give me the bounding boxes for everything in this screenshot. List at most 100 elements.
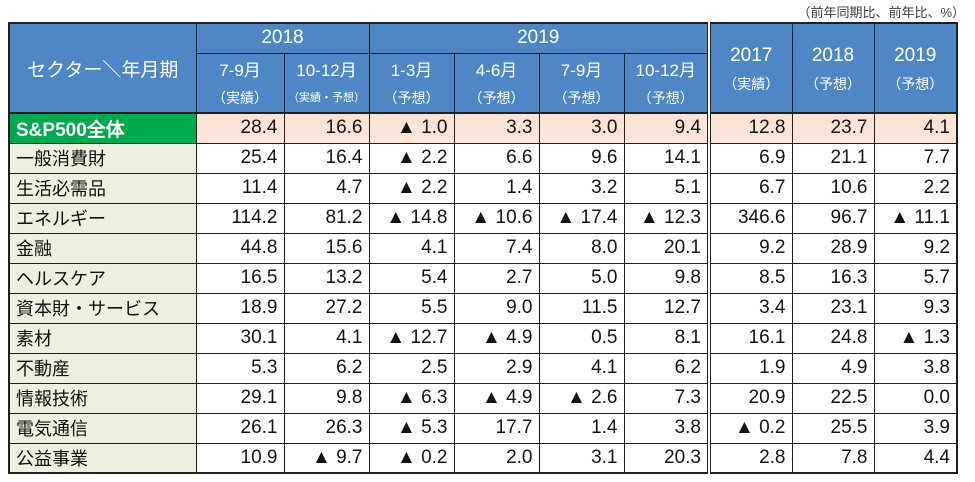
quarter-sub-label: （実績・予想） [288,91,365,104]
value-cell: 4.1 [873,112,958,144]
quarter-sub-label: （予想） [383,89,440,106]
value-cell: 81.2 [283,202,370,234]
value-cell: 3.9 [873,412,958,444]
table-row: S&P500全体 28.4 16.6 ▲ 1.0 3.3 3.0 9.4 12.8 23.7 4.… [8,112,958,144]
value-cell: 4.7 [283,172,370,204]
table-row: 一般消費財 25.4 16.4 ▲ 2.2 6.6 9.6 14.1 6.9 21.1 7.7 [8,142,958,174]
value-cell: 4.1 [368,232,455,264]
annual-sub-label: （実績） [723,76,780,92]
quarter-header-row: 7-9月 （実績） 10-12月 （実績・予想） 1-3月 （予想） 4-6月 （予想） 7-9… [9,52,957,114]
annual-year-label: 2018 [811,45,855,66]
value-cell: ▲ 2.2 [368,142,455,174]
value-cell: 9.2 [873,232,958,264]
value-cell: 9.3 [873,292,958,324]
value-cell: 5.7 [873,262,958,294]
value-cell: 1.9 [707,352,793,384]
table-row: エネルギー 114.2 81.2 ▲ 14.8 ▲ 10.6 ▲ 17.4 ▲ 12.3 34… [8,202,958,234]
value-cell: 2.0 [453,442,540,474]
quarter-col-header: 10-12月 （実績・予想） [283,52,370,114]
value-cell: 4.1 [283,322,370,354]
value-cell: ▲ 2.2 [368,172,455,204]
annual-year-label: 2017 [730,45,773,66]
value-cell: 2.5 [368,352,455,384]
value-cell: 6.7 [707,172,793,204]
quarter-label: 4-6月 [475,60,518,80]
value-cell: 5.1 [623,172,710,204]
quarter-label: 7-9月 [219,60,261,80]
table-row: 不動産 5.3 6.2 2.5 2.9 4.1 6.2 1.9 4.9 3.8 [8,352,958,384]
annual-col-2018: 2018 （予想） [791,22,875,114]
value-cell: 5.5 [368,292,455,324]
table-row: 電気通信 26.1 26.3 ▲ 5.3 17.7 1.4 3.8 ▲ 0.2 25.5 3.9 [8,412,958,444]
value-cell: 9.4 [623,112,710,144]
value-cell: 3.8 [623,412,710,444]
value-cell: 5.0 [538,262,625,294]
value-cell: 2.8 [707,442,793,474]
quarter-sub-label: （実績） [212,89,268,106]
value-cell: ▲ 1.0 [368,112,455,144]
value-cell: 11.5 [538,292,625,324]
table-row: ヘルスケア 16.5 13.2 5.4 2.7 5.0 9.8 8.5 16.3 5.7 [8,262,958,294]
value-cell: 7.8 [791,442,875,474]
quarter-sub-label: （予想） [553,89,610,106]
value-cell: 21.1 [791,142,875,174]
value-cell: 14.1 [623,142,710,174]
value-cell: 29.1 [195,382,285,414]
value-cell: 7.4 [453,232,540,264]
corner-header: セクター＼年月期 [8,22,197,114]
sector-label: 一般消費財 [8,142,197,174]
value-cell: 22.5 [791,382,875,414]
quarter-col-header: 7-9月 （予想） [538,52,625,114]
value-cell: 1.4 [453,172,540,204]
value-cell: 9.8 [283,382,370,414]
quarter-label: 7-9月 [560,60,603,80]
value-cell: 4.9 [791,352,875,384]
table-row: 公益事業 10.9 ▲ 9.7 ▲ 0.2 2.0 3.1 20.3 2.8 7.8 4.4 [8,442,958,474]
value-cell: ▲ 1.3 [873,322,958,354]
sector-earnings-table: セクター＼年月期 2018 2019 2017 （実績） 2018 （予想） 2… [8,22,958,474]
annual-sub-label: （予想） [887,76,944,92]
sector-label: 不動産 [8,352,197,384]
table-row: 情報技術 29.1 9.8 ▲ 6.3 ▲ 4.9 ▲ 2.6 7.3 20.9 22.5 0.0 [8,382,958,414]
value-cell: 9.2 [707,232,793,264]
value-cell: 0.0 [873,382,958,414]
year-group-2018: 2018 [195,22,370,54]
value-cell: ▲ 10.6 [453,202,540,234]
value-cell: 4.1 [538,352,625,384]
quarter-label: 10-12月 [296,60,357,80]
value-cell: 346.6 [707,202,793,234]
value-cell: 16.1 [707,322,793,354]
value-cell: 12.8 [707,112,793,144]
value-cell: 8.0 [538,232,625,264]
value-cell: 3.0 [538,112,625,144]
value-cell: 7.3 [623,382,710,414]
value-cell: ▲ 9.7 [283,442,370,474]
value-cell: 16.4 [283,142,370,174]
sector-label: ヘルスケア [8,262,197,294]
value-cell: 5.3 [195,352,285,384]
annual-col-2017: 2017 （実績） [707,22,793,114]
value-cell: 20.1 [623,232,710,264]
quarter-label: 10-12月 [635,60,696,80]
table-body: S&P500全体 28.4 16.6 ▲ 1.0 3.3 3.0 9.4 12.8 23.7 4.… [8,112,958,474]
value-cell: ▲ 2.6 [538,382,625,414]
value-cell: 13.2 [283,262,370,294]
value-cell: ▲ 4.9 [453,322,540,354]
value-cell: 24.8 [791,322,875,354]
table-row: 資本財・サービス 18.9 27.2 5.5 9.0 11.5 12.7 3.4 23.1 9.3 [8,292,958,324]
sector-label: 情報技術 [8,382,197,414]
value-cell: 23.7 [791,112,875,144]
value-cell: 2.9 [453,352,540,384]
value-cell: 26.3 [283,412,370,444]
value-cell: 27.2 [283,292,370,324]
sector-label: エネルギー [8,202,197,234]
sector-label: 電気通信 [8,412,197,444]
value-cell: 28.4 [195,112,285,144]
value-cell: 44.8 [195,232,285,264]
value-cell: 96.7 [791,202,875,234]
value-cell: 20.3 [623,442,710,474]
sector-label: 生活必需品 [8,172,197,204]
year-header-row: セクター＼年月期 2018 2019 2017 （実績） 2018 （予想） 2… [8,22,958,114]
table-row: 金融 44.8 15.6 4.1 7.4 8.0 20.1 9.2 28.9 9.2 [8,232,958,264]
value-cell: ▲ 0.2 [707,412,793,444]
